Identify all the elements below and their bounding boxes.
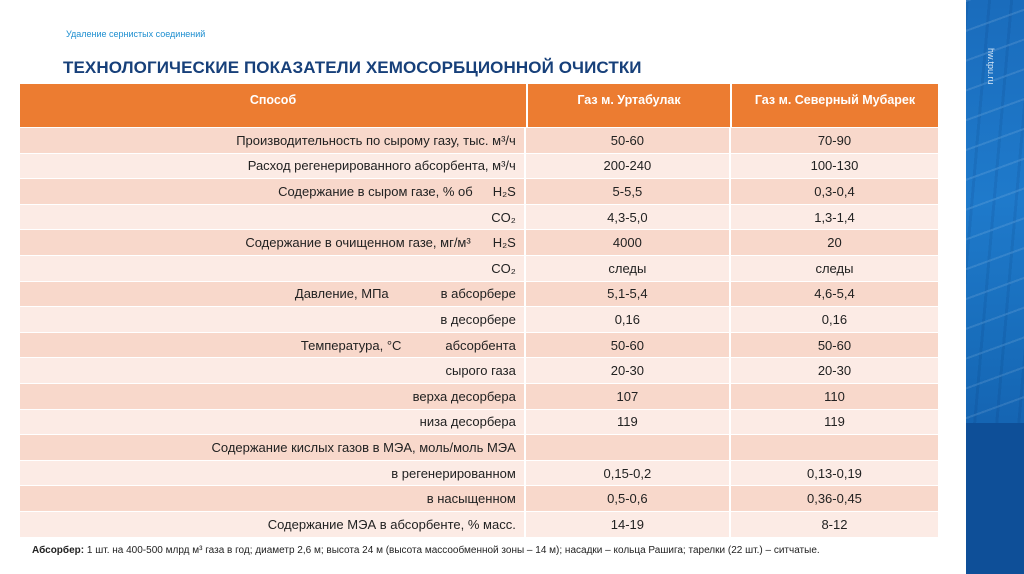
value-mubarek: 0,36-0,45 xyxy=(728,486,938,511)
site-url: hw.tpu.ru xyxy=(986,48,996,85)
side-panel-footer xyxy=(966,423,1024,574)
value-mubarek: 100-130 xyxy=(728,153,938,179)
value-urtabulak: 0,16 xyxy=(523,307,729,332)
table-row: Производительность по сырому газу, тыс. … xyxy=(20,127,938,153)
table-body: Производительность по сырому газу, тыс. … xyxy=(20,127,938,537)
parameter-cell: Содержание в сыром газе, % об H₂S xyxy=(20,179,524,204)
parameter-cell: Давление, МПа в абсорбере xyxy=(20,282,524,307)
value-urtabulak: 50-60 xyxy=(523,128,729,153)
value-urtabulak xyxy=(523,435,729,460)
value-urtabulak: 4000 xyxy=(523,230,729,255)
table-row: CO₂ следы следы xyxy=(20,254,938,281)
value-urtabulak: 119 xyxy=(523,409,729,435)
value-mubarek: 110 xyxy=(728,383,938,409)
parameter-label: Содержание МЭА в абсорбенте, % масс. xyxy=(267,516,516,532)
value-mubarek: 70-90 xyxy=(728,128,938,153)
value-mubarek: следы xyxy=(728,255,938,281)
parameter-label: Содержание кислых газов в МЭА, моль/моль… xyxy=(211,439,516,455)
table-row: Содержание в очищенном газе, мг/м³ H₂S 400… xyxy=(20,229,938,255)
value-urtabulak: 0,15-0,2 xyxy=(523,460,729,486)
table-row: низа десорбера 119 119 xyxy=(20,408,938,435)
building-image xyxy=(966,0,1024,423)
table-row: Содержание кислых газов в МЭА, моль/моль… xyxy=(20,434,938,460)
value-mubarek: 20-30 xyxy=(728,358,938,383)
parameter-sublabel: CO₂ xyxy=(491,209,516,225)
value-mubarek: 0,16 xyxy=(728,307,938,332)
parameter-cell: верха десорбера xyxy=(20,384,524,409)
parameter-sublabel: в абсорбере xyxy=(440,286,516,302)
value-mubarek: 4,6-5,4 xyxy=(728,281,938,307)
table-row: CO₂ 4,3-5,0 1,3-1,4 xyxy=(20,203,938,230)
header-mubarek: Газ м. Северный Мубарек xyxy=(730,84,938,127)
table-row: верха десорбера 107 110 xyxy=(20,382,938,409)
value-urtabulak: 20-30 xyxy=(523,358,729,383)
value-mubarek xyxy=(728,435,938,460)
absorber-note-label: Абсорбер: xyxy=(32,545,85,556)
parameter-cell: Температура, °С абсорбента xyxy=(20,333,524,358)
side-decor-panel: hw.tpu.ru xyxy=(966,0,1024,574)
table-row: Температура, °С абсорбента 50-60 50-60 xyxy=(20,331,938,358)
parameter-sublabel: низа десорбера xyxy=(419,414,516,430)
table-header: Способ Газ м. Уртабулак Газ м. Северный … xyxy=(20,84,938,127)
parameter-cell: сырого газа xyxy=(20,358,524,383)
parameter-sublabel: H₂S xyxy=(492,235,516,251)
table-row: сырого газа 20-30 20-30 xyxy=(20,357,938,383)
value-mubarek: 50-60 xyxy=(728,332,938,358)
parameter-sublabel: сырого газа xyxy=(445,363,516,379)
value-urtabulak: 200-240 xyxy=(523,153,729,179)
value-urtabulak: 107 xyxy=(523,383,729,409)
value-urtabulak: 4,3-5,0 xyxy=(523,204,729,230)
parameter-cell: Содержание кислых газов в МЭА, моль/моль… xyxy=(20,435,524,460)
parameter-cell: низа десорбера xyxy=(20,410,524,435)
value-mubarek: 20 xyxy=(728,230,938,255)
parameter-label: Температура, °С xyxy=(300,337,402,353)
parameter-cell: CO₂ xyxy=(20,205,524,230)
parameter-cell: Содержание МЭА в абсорбенте, % масс. xyxy=(20,512,524,537)
table-row: Содержание МЭА в абсорбенте, % масс. 14-1… xyxy=(20,510,938,537)
table-row: в насыщенном 0,5-0,6 0,36-0,45 xyxy=(20,485,938,511)
parameter-label: Расход регенерированного абсорбента, м³/… xyxy=(247,158,516,174)
parameter-sublabel: H₂S xyxy=(492,183,516,199)
section-subtitle: Удаление сернистых соединений xyxy=(66,29,206,39)
header-method: Способ xyxy=(249,93,297,107)
value-urtabulak: 0,5-0,6 xyxy=(523,486,729,511)
parameter-sublabel: в десорбере xyxy=(440,311,516,327)
parameter-label: Производительность по сырому газу, тыс. … xyxy=(236,132,516,148)
value-urtabulak: 5,1-5,4 xyxy=(523,281,729,307)
parameter-cell: Содержание в очищенном газе, мг/м³ H₂S xyxy=(20,230,524,255)
value-urtabulak: следы xyxy=(523,255,729,281)
parameter-sublabel: верха десорбера xyxy=(412,388,516,404)
value-mubarek: 0,3-0,4 xyxy=(728,179,938,204)
parameter-cell: Производительность по сырому газу, тыс. … xyxy=(20,128,524,153)
parameter-sublabel: в регенерированном xyxy=(391,465,516,481)
value-mubarek: 119 xyxy=(728,409,938,435)
value-urtabulak: 5-5,5 xyxy=(523,179,729,204)
table-row: в десорбере 0,16 0,16 xyxy=(20,306,938,332)
parameters-table: Способ Газ м. Уртабулак Газ м. Северный … xyxy=(20,84,938,537)
table-row: в регенерированном 0,15-0,2 0,13-0,19 xyxy=(20,459,938,486)
parameter-cell: в десорбере xyxy=(20,307,524,332)
absorber-note-text: 1 шт. на 400-500 млрд м³ газа в год; диа… xyxy=(84,545,820,556)
parameter-cell: в регенерированном xyxy=(20,461,524,486)
page-title: ТЕХНОЛОГИЧЕСКИЕ ПОКАЗАТЕЛИ ХЕМОСОРБЦИОНН… xyxy=(63,58,642,77)
value-mubarek: 8-12 xyxy=(728,511,938,537)
table-row: Расход регенерированного абсорбента, м³/… xyxy=(20,152,938,179)
parameter-cell: CO₂ xyxy=(20,256,524,281)
parameter-label: Содержание в очищенном газе, мг/м³ xyxy=(245,235,471,251)
value-urtabulak: 14-19 xyxy=(523,511,729,537)
table-row: Давление, МПа в абсорбере 5,1-5,4 4,6-5,4 xyxy=(20,280,938,307)
parameter-label: Содержание в сыром газе, % об xyxy=(278,183,473,199)
parameter-sublabel: в насыщенном xyxy=(426,491,516,507)
absorber-note: Абсорбер: 1 шт. на 400-500 млрд м³ газа … xyxy=(32,545,820,556)
parameter-label: Давление, МПа xyxy=(294,286,389,302)
parameter-sublabel: абсорбента xyxy=(445,337,516,353)
value-urtabulak: 50-60 xyxy=(523,332,729,358)
parameter-cell: Расход регенерированного абсорбента, м³/… xyxy=(20,154,524,179)
value-mubarek: 1,3-1,4 xyxy=(728,204,938,230)
value-mubarek: 0,13-0,19 xyxy=(728,460,938,486)
header-urtabulak: Газ м. Уртабулак xyxy=(526,84,730,127)
parameter-cell: в насыщенном xyxy=(20,486,524,511)
parameter-sublabel: CO₂ xyxy=(491,260,516,276)
table-row: Содержание в сыром газе, % об H₂S 5-5,5 0,3… xyxy=(20,178,938,204)
